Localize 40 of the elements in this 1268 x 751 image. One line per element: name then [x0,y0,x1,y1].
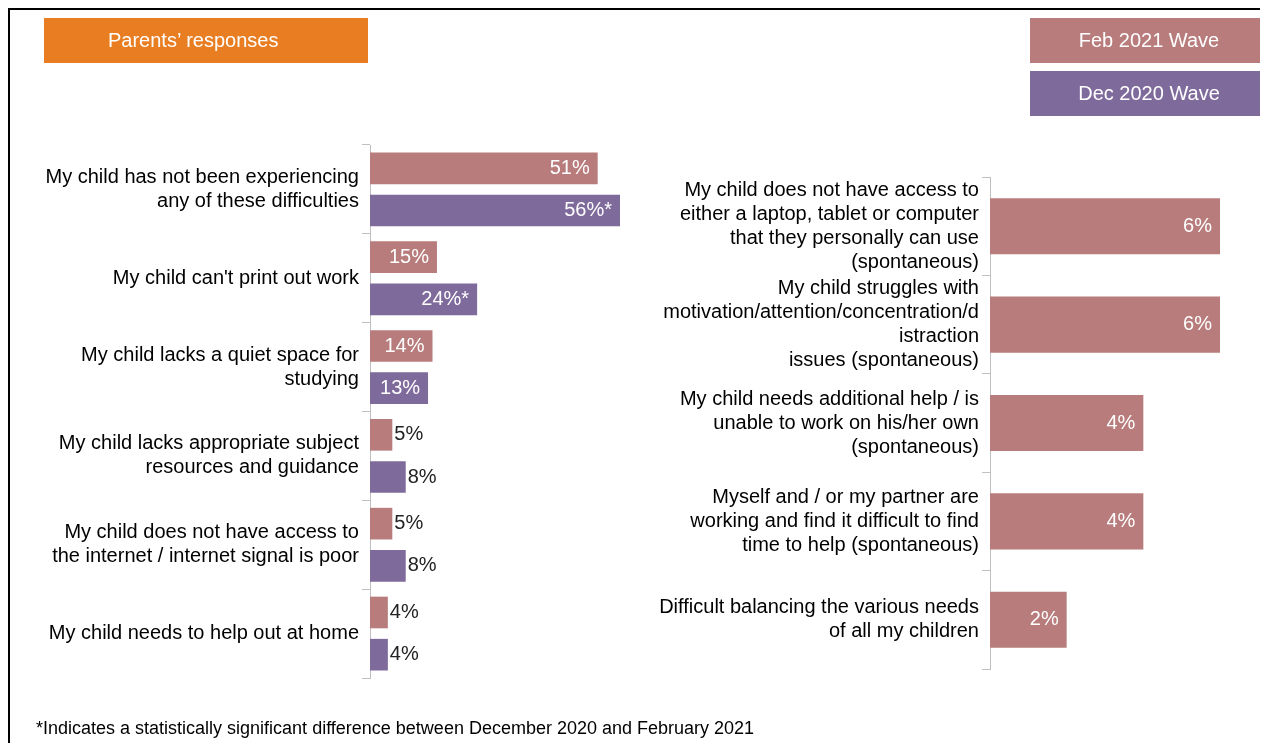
y-tick-label: My child struggles with motivation/attention/concentration/distraction issues (spontaneous) [663,276,979,371]
data-label: 4% [389,600,419,622]
text: Dec 2020 Wave [1077,81,1221,106]
y-tick-label: My child needs additional help / is unable to work on his/her own (spontaneous) [679,386,979,457]
data-label: 4% [389,642,419,665]
data-label: 6% [1183,312,1213,335]
y-tick-label: My child needs to help out at home [48,621,359,644]
data-label: 15% [388,244,430,267]
data-label: 14% [384,333,425,356]
text: Feb 2021 Wave [1077,28,1221,53]
data-label: 5% [394,422,424,445]
data-label: 4% [1106,508,1136,531]
y-tick-label: Difficult balancing the various needs of all my children [659,595,979,642]
data-label: 24%* [421,286,470,309]
bar [370,194,620,227]
y-tick-label: Myself and / or my partner are working and find it difficult to find time to help (spontaneous) [689,484,979,555]
y-tick-label: My child can't print out work [112,265,360,288]
y-tick-label: My child does not have access to the internet / internet signal is poor [52,520,360,567]
data-label: 8% [407,464,437,487]
bar [370,550,406,582]
data-label: 51% [549,155,590,178]
y-tick-label: My child lacks appropriate subject resources and guidance [58,431,360,478]
data-label: 8% [407,553,437,576]
y-tick-label: My child does not have access to either a laptop, tablet or computer that they personally can use (spontaneous) [679,177,980,272]
data-label: 5% [394,511,424,534]
bar [370,638,388,671]
text: Parents’ responses [44,18,368,63]
bar [370,596,388,629]
data-label: 13% [380,375,421,398]
bar [370,507,393,540]
bar [370,152,598,185]
data-label: 56%* [564,198,613,221]
bar [370,461,406,493]
text: *Indicates a statistically significant difference between December 2020 and February 2021 [36,718,755,739]
y-tick-label: My child lacks a quiet space for studying [81,342,360,389]
data-label: 6% [1183,213,1213,236]
data-label: 2% [1029,607,1059,630]
data-label: 4% [1106,410,1136,433]
y-tick-label: My child has not been experiencing any of these difficulties [45,164,359,211]
bar [370,419,393,451]
